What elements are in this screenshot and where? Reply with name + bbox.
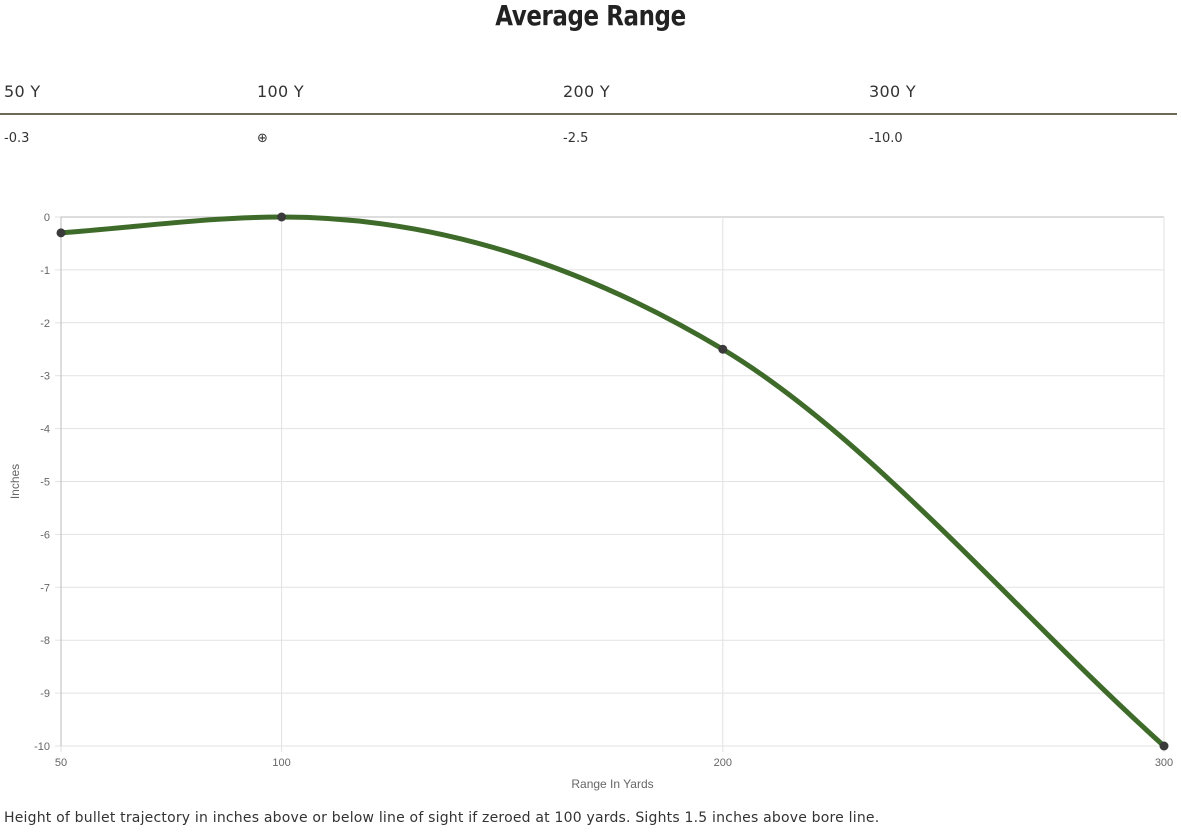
x-tick-label: 50 xyxy=(55,757,67,769)
y-tick-label: -8 xyxy=(40,635,50,647)
chart-footnote: Height of bullet trajectory in inches ab… xyxy=(4,810,880,826)
range-header-200: 200 Y xyxy=(563,82,610,101)
y-axis-label: Inches xyxy=(8,464,22,499)
y-tick-label: -3 xyxy=(40,371,50,383)
trajectory-line xyxy=(58,214,1167,749)
trajectory-chart-svg: 0 -1 -2 -3 -4 -5 -6 -7 -8 -9 -10 50 100 200 300 Range … xyxy=(8,212,1173,791)
range-value-200: -2.5 xyxy=(563,131,589,146)
y-tick-label: -7 xyxy=(40,582,50,594)
y-tick-label: -2 xyxy=(40,318,50,330)
header-divider xyxy=(0,113,1177,115)
range-value-300: -10.0 xyxy=(869,131,903,146)
grid-layer xyxy=(55,216,1165,752)
y-tick-label: 0 xyxy=(44,212,50,224)
x-tick-label: 200 xyxy=(714,757,732,769)
data-point xyxy=(277,212,287,222)
series-layer xyxy=(56,212,1169,751)
zero-crosshair-icon: ⊕ xyxy=(257,131,268,146)
x-tick-label: 300 xyxy=(1155,757,1173,769)
trajectory-chart: 0 -1 -2 -3 -4 -5 -6 -7 -8 -9 -10 50 100 200 300 Range … xyxy=(0,195,1181,800)
y-tick-label: -1 xyxy=(40,265,50,277)
tick-layer: 0 -1 -2 -3 -4 -5 -6 -7 -8 -9 -10 50 100 200 300 xyxy=(34,212,1173,769)
y-tick-label: -4 xyxy=(40,424,50,436)
page-title: Average Range xyxy=(495,0,686,32)
range-header-50: 50 Y xyxy=(4,82,41,101)
range-header-100: 100 Y xyxy=(257,82,304,101)
range-table: 50 Y 100 Y 200 Y 300 Y -0.3 ⊕ -2.5 -10.0 xyxy=(0,76,1177,156)
data-point xyxy=(718,344,728,354)
range-header-300: 300 Y xyxy=(869,82,916,101)
x-axis-label: Range In Yards xyxy=(571,777,653,791)
y-tick-label: -9 xyxy=(40,688,50,700)
range-value-50: -0.3 xyxy=(4,131,30,146)
x-tick-label: 100 xyxy=(272,757,290,769)
data-point xyxy=(56,228,66,238)
y-tick-label: -6 xyxy=(40,529,50,541)
y-tick-label: -10 xyxy=(34,741,50,753)
y-tick-label: -5 xyxy=(40,477,50,489)
axis-label-layer: Range In Yards Inches xyxy=(8,464,654,791)
data-point xyxy=(1159,741,1169,751)
